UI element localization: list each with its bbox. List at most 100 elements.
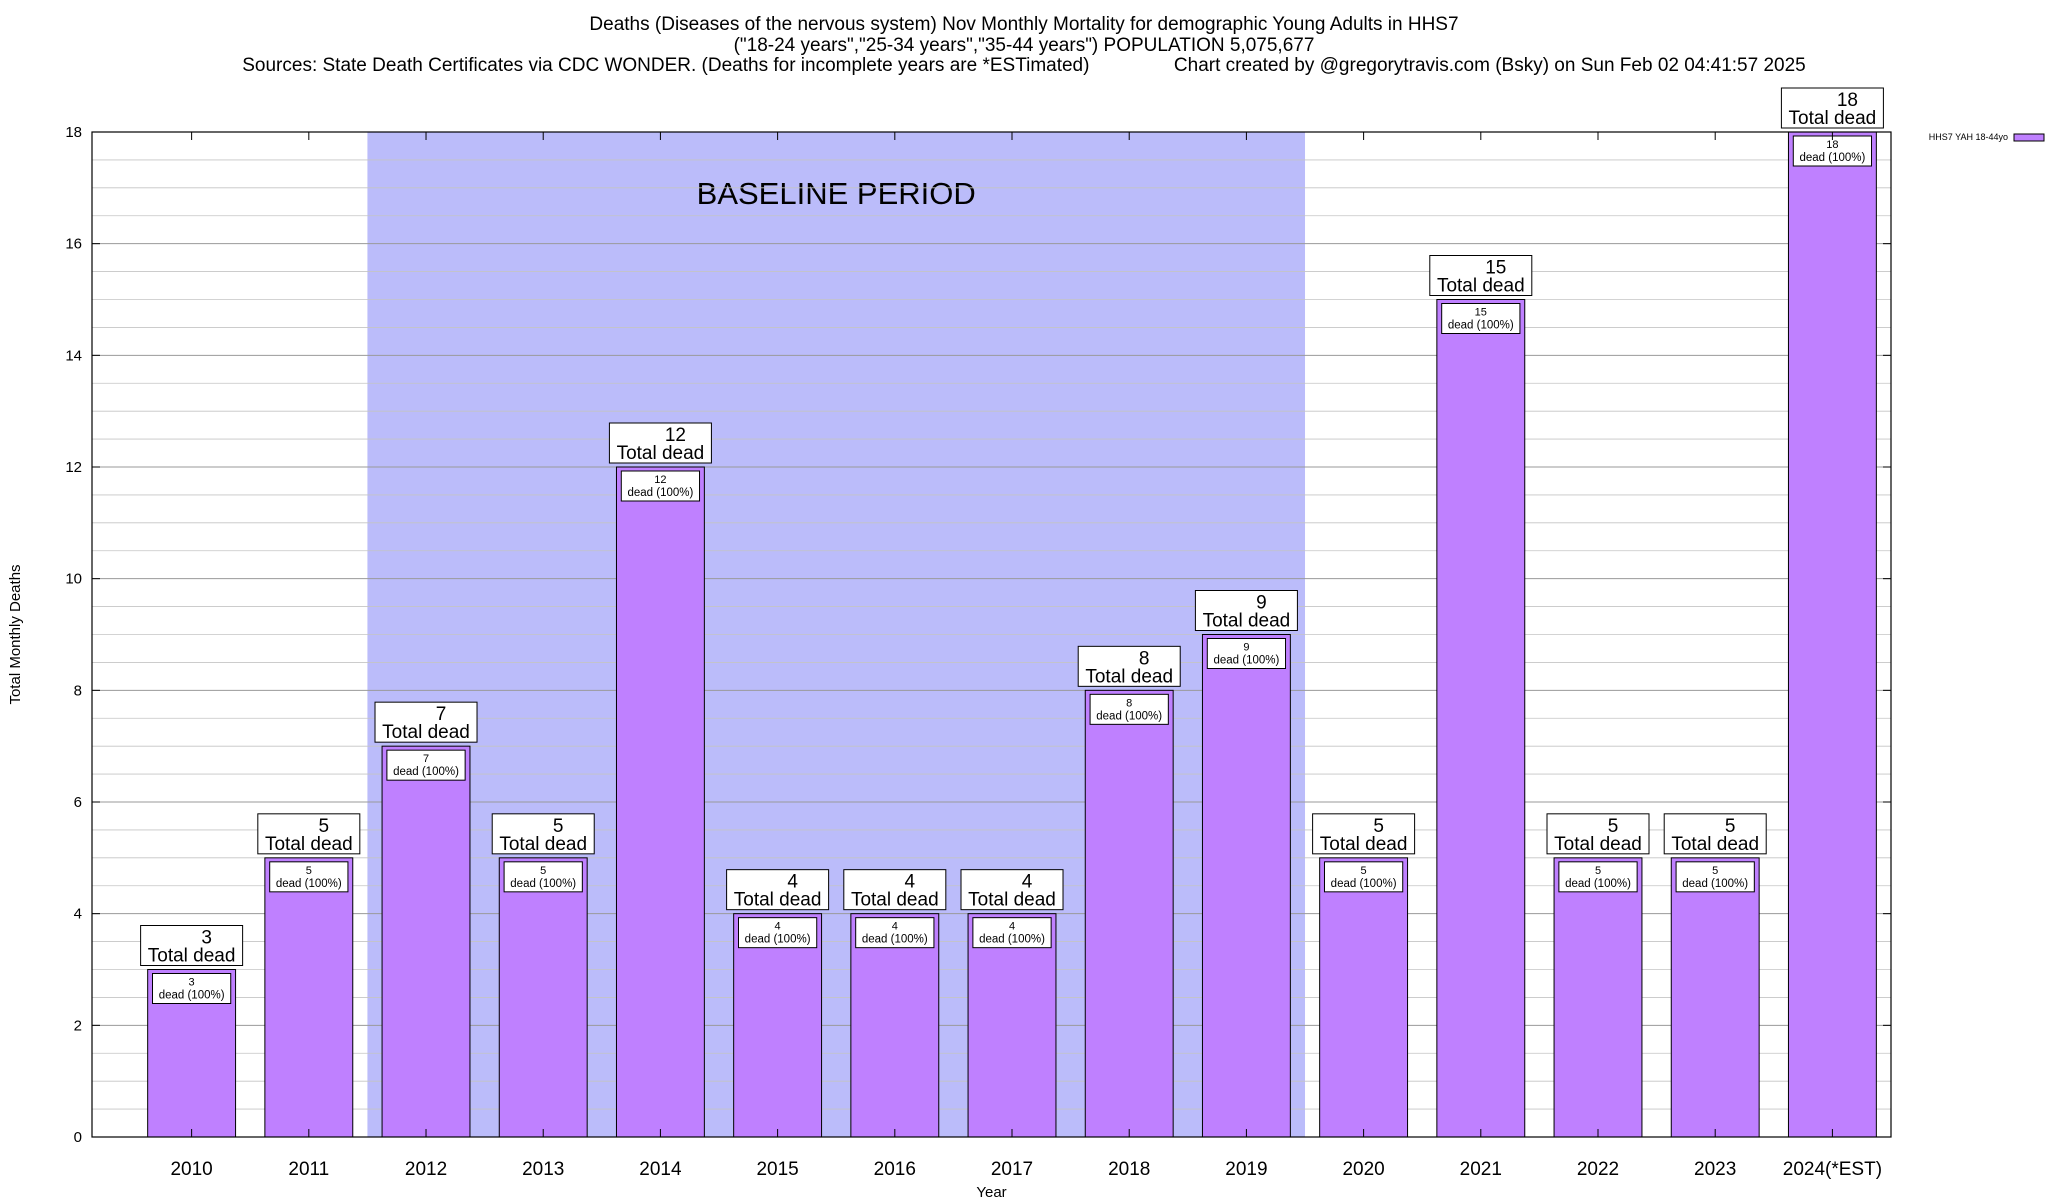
- bar: [1436, 299, 1526, 1138]
- x-axis: 2010 2011 2012 2013 2014 2015 2016 2017 2018 2019…: [170, 132, 1882, 1180]
- y-tick-label: 18: [65, 124, 82, 141]
- bar: [615, 466, 705, 1138]
- bar: [967, 913, 1057, 1138]
- x-tick-label: 2014: [639, 1159, 682, 1180]
- bar-inner-text: dead (100%): [1331, 878, 1397, 890]
- legend-entry-label: HHS7 YAH 18-44yo: [1929, 132, 2008, 142]
- x-tick-label: 2019: [1225, 1159, 1267, 1180]
- bar-inner-text: dead (100%): [1682, 878, 1748, 890]
- y-tick-label: 4: [74, 906, 82, 923]
- bar-inner-value: 15: [1475, 307, 1487, 319]
- bar-inner-value: 5: [1595, 865, 1601, 877]
- bar-inner-text: dead (100%): [1565, 878, 1631, 890]
- bar-total-label-box: [1663, 813, 1767, 855]
- bar-total-text: Total dead: [1554, 834, 1642, 855]
- baseline-label: BASELINE PERIOD: [697, 176, 976, 211]
- bar-inner-label-box: [1206, 638, 1287, 669]
- bar-inner-text: dead (100%): [1213, 655, 1279, 667]
- bar: [498, 857, 588, 1138]
- bar-total-value: 5: [1725, 816, 1736, 837]
- bar-inner-label-box: [503, 861, 583, 893]
- bar: [850, 913, 940, 1138]
- x-tick-label: 2018: [1108, 1159, 1150, 1180]
- chart-title-line-3: Sources: State Death Certificates via CD…: [242, 55, 1806, 76]
- bar-inner-text: dead (100%): [1096, 710, 1162, 722]
- bar-total-text: Total dead: [1671, 834, 1759, 855]
- bar-inner-value: 5: [1361, 865, 1367, 877]
- bar-inner-label-box: [1323, 861, 1404, 893]
- chart-title-line-2: ("18-24 years","25-34 years","35-44 year…: [733, 35, 1315, 56]
- bar-total-label-box: [374, 701, 478, 743]
- bar: [1553, 857, 1643, 1138]
- bar-total-label-box: [491, 813, 595, 855]
- bar-total-value: 5: [1608, 816, 1619, 837]
- bar-total-value: 18: [1837, 90, 1858, 111]
- bar: [1670, 857, 1760, 1138]
- y-tick-label: 12: [65, 459, 82, 476]
- bar-total-text: Total dead: [968, 890, 1056, 911]
- bar: [1201, 634, 1291, 1138]
- bar: [1319, 857, 1409, 1138]
- y-tick-label: 0: [74, 1129, 82, 1146]
- bar-inner-text: dead (100%): [510, 878, 576, 890]
- bar-inner-label-box: [620, 470, 701, 502]
- bar-total-value: 4: [905, 872, 916, 893]
- bar-total-value: 4: [1022, 872, 1033, 893]
- bar-inner-label-box: [972, 917, 1052, 949]
- bar: [264, 857, 354, 1138]
- bar-inner-value: 4: [1009, 921, 1015, 933]
- bar-inner-text: dead (100%): [627, 487, 693, 499]
- bar-total-label-box: [726, 869, 830, 911]
- bar-total-label-box: [843, 869, 947, 911]
- bar-inner-label-box: [1558, 861, 1638, 893]
- bar-inner-value: 5: [306, 865, 312, 877]
- bar-inner-value: 8: [1126, 697, 1132, 709]
- bar-inner-text: dead (100%): [393, 766, 459, 778]
- bar-total-value: 5: [319, 816, 330, 837]
- x-tick-label: 2022: [1577, 1159, 1619, 1180]
- bar-inner-text: dead (100%): [862, 934, 928, 946]
- x-tick-label: 2016: [874, 1159, 916, 1180]
- bar-total-text: Total dead: [617, 443, 705, 464]
- y-tick-label: 10: [65, 571, 82, 588]
- plot-area: [91, 131, 1892, 1138]
- bar-total-value: 15: [1485, 258, 1506, 279]
- x-tick-label: 2023: [1694, 1159, 1736, 1180]
- bar-inner-label-box: [1675, 861, 1755, 893]
- bar-inner-label-box: [1441, 303, 1521, 334]
- bar-total-value: 3: [201, 928, 212, 949]
- bar-total-label-box: [608, 422, 712, 464]
- bar-total-text: Total dead: [1789, 108, 1877, 129]
- chart-title-line-1: Deaths (Diseases of the nervous system) …: [589, 14, 1459, 35]
- bar-total-text: Total dead: [851, 890, 939, 911]
- y-tick-label: 14: [65, 347, 82, 364]
- bar-total-value: 5: [553, 816, 564, 837]
- bar-inner-value: 9: [1243, 642, 1249, 654]
- bar-inner-value: 5: [1712, 865, 1718, 877]
- bar-inner-value: 4: [775, 921, 781, 933]
- bar-total-text: Total dead: [148, 946, 236, 967]
- x-tick-label: 2013: [522, 1159, 564, 1180]
- bar-inner-value: 12: [654, 474, 666, 486]
- bar-total-label-box: [140, 925, 244, 966]
- x-tick-label: 2024(*EST): [1783, 1159, 1882, 1180]
- bar-inner-value: 5: [540, 865, 546, 877]
- legend-swatch: [2013, 133, 2045, 142]
- bar-total-value: 7: [436, 704, 447, 725]
- bar-total-text: Total dead: [265, 834, 353, 855]
- bar-total-value: 12: [665, 425, 686, 446]
- x-tick-label: 2011: [288, 1159, 329, 1180]
